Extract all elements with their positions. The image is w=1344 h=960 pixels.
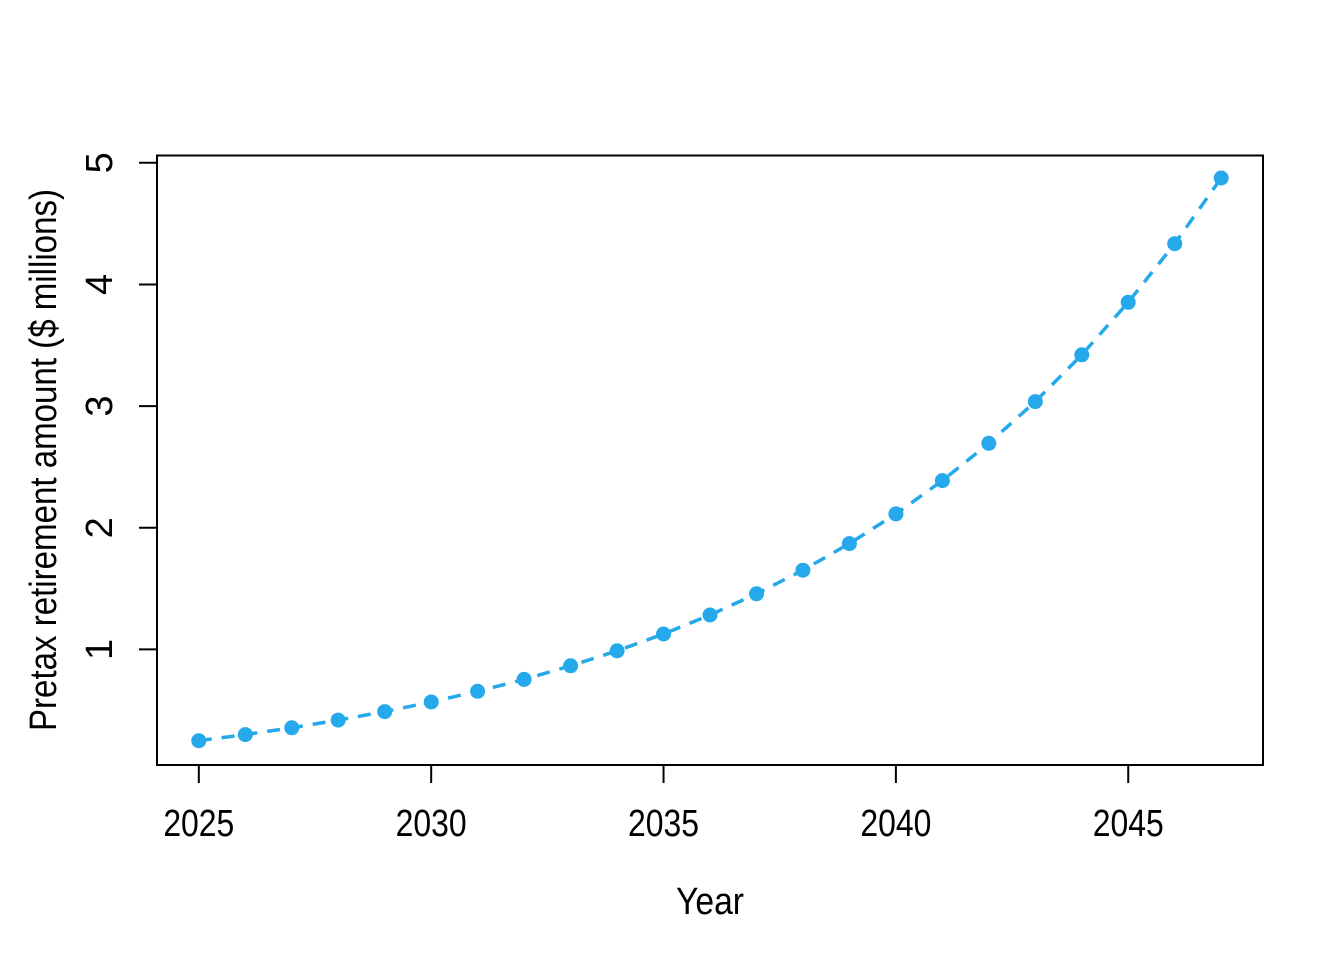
x-tick-label: 2045 xyxy=(1093,803,1164,845)
y-tick-label: 3 xyxy=(79,396,121,417)
data-point xyxy=(795,562,811,578)
data-point xyxy=(237,727,253,743)
data-point xyxy=(516,671,532,687)
x-tick-label: 2035 xyxy=(628,803,699,845)
data-point xyxy=(1167,236,1183,252)
y-tick-label: 2 xyxy=(79,517,121,538)
plot-border-box xyxy=(156,154,1264,766)
x-tick-label: 2025 xyxy=(163,803,234,845)
data-point xyxy=(563,658,579,674)
data-point xyxy=(1213,170,1229,186)
data-point xyxy=(1074,347,1090,363)
x-tick-label: 2040 xyxy=(860,803,931,845)
data-point xyxy=(191,733,207,749)
y-axis-title: Pretax retirement amount ($ millions) xyxy=(23,189,65,731)
data-point xyxy=(749,586,764,602)
series-dashed-line xyxy=(198,176,1223,743)
data-point xyxy=(1120,294,1136,310)
data-point xyxy=(934,473,950,489)
x-axis-title: Year xyxy=(676,881,744,923)
data-point xyxy=(423,694,439,710)
data-point xyxy=(981,435,997,451)
data-point xyxy=(656,626,671,642)
y-tick-label: 4 xyxy=(79,274,121,295)
data-point xyxy=(888,506,904,522)
data-series-layer xyxy=(191,170,1229,749)
data-point xyxy=(609,643,625,659)
data-point xyxy=(1027,394,1043,410)
x-tick-label: 2030 xyxy=(396,803,467,845)
y-tick-label: 5 xyxy=(79,152,121,173)
data-point xyxy=(377,704,393,720)
data-point xyxy=(330,712,346,728)
data-point xyxy=(702,607,718,623)
axes-layer: 2025 2030 2035 2040 2045 1 2 3 4 5 xyxy=(79,152,1264,845)
y-tick-label: 1 xyxy=(79,639,121,660)
data-point xyxy=(841,536,857,552)
data-point xyxy=(284,720,300,736)
data-point xyxy=(470,683,486,699)
